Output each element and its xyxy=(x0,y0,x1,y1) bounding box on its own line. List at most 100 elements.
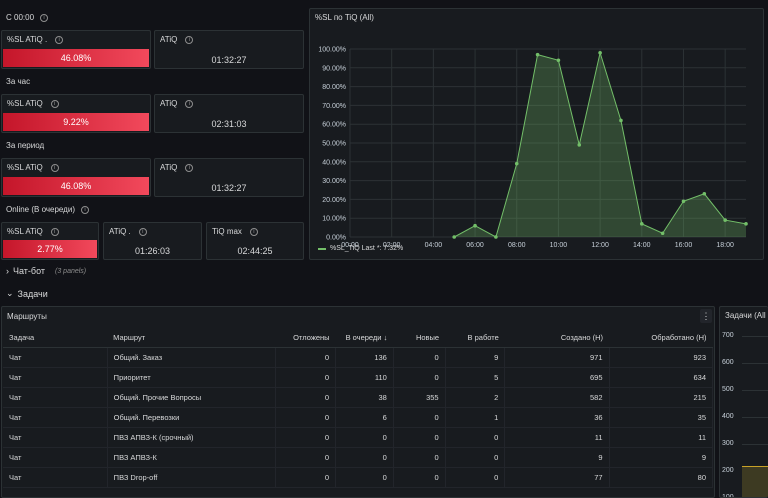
column-header[interactable]: В работе xyxy=(445,328,505,348)
column-header[interactable]: Отложены xyxy=(275,328,336,348)
series-area xyxy=(454,52,746,238)
side-y-tick-label: 500 xyxy=(722,386,734,393)
info-icon[interactable]: i xyxy=(50,163,59,172)
column-header[interactable]: Создано (Н) xyxy=(504,328,610,348)
info-icon[interactable]: i xyxy=(50,99,59,108)
table-row[interactable]: Чат ПВЗ АПВЗ-К (срочный) 0 0 0 0 11 11 xyxy=(3,427,714,448)
data-point[interactable] xyxy=(639,222,644,226)
info-icon[interactable]: i xyxy=(40,13,49,22)
table-cell: 5 xyxy=(445,367,506,388)
x-tick-label: 12:00 xyxy=(591,242,609,249)
side-y-tick-label: 200 xyxy=(722,467,734,474)
table-row[interactable]: Чат Приоритет 0 110 0 5 695 634 xyxy=(3,367,714,388)
data-point[interactable] xyxy=(473,223,477,228)
info-icon[interactable]: i xyxy=(249,227,258,236)
table-cell: 0 xyxy=(445,467,506,488)
chart-grid xyxy=(349,48,746,238)
stat-panel-sl-online[interactable]: %SL ATiQ i 2.77% xyxy=(1,222,99,260)
legend-swatch xyxy=(318,247,326,250)
data-point[interactable] xyxy=(660,231,665,236)
table-cell: ПВЗ Drop-off xyxy=(107,467,277,488)
table-cell: 1 xyxy=(445,407,506,428)
table-cell: Чат xyxy=(3,367,108,388)
table-cell: Чат xyxy=(3,347,108,368)
table-row[interactable]: Чат Общий. Перевозки 0 6 0 1 36 35 xyxy=(3,407,714,428)
table-cell: 110 xyxy=(335,367,394,388)
side-grid-line xyxy=(742,390,768,391)
stat-panel-sl-hour[interactable]: %SL ATiQ i 9.22% xyxy=(1,94,151,133)
row-chatbot[interactable]: › Чат-бот (3 panels) xyxy=(6,266,86,276)
stat-panel-atiq-hour[interactable]: ATiQ i 02:31:03 xyxy=(154,94,304,133)
side-panel-tasks[interactable]: Задачи (All 700 600 500 400 300 200 100 xyxy=(719,306,768,498)
table-row[interactable]: Чат ПВЗ Drop-off 0 0 0 0 77 80 xyxy=(3,467,714,488)
table-cell: 923 xyxy=(609,347,714,368)
column-header[interactable]: Задача xyxy=(3,328,108,348)
table-cell: 0 xyxy=(335,427,394,448)
chart-legend[interactable]: %SL_TiQ Last *: 7.32% xyxy=(318,245,403,252)
y-tick-label: 100.00% xyxy=(318,47,346,54)
side-panel-title: Задачи (All xyxy=(725,311,766,320)
table-row[interactable]: Чат ПВЗ АПВЗ-К 0 0 0 0 9 9 xyxy=(3,447,714,468)
data-point[interactable] xyxy=(452,235,457,239)
table-panel-routes[interactable]: Маршруты ⋮ Задача Маршрут Отложены В очеред… xyxy=(1,306,715,498)
table-body: Чат Общий. Заказ 0 136 0 9 971 923 Чат Приоритет 0… xyxy=(3,347,714,488)
table-cell: 0 xyxy=(393,447,446,468)
sl-tiq-chart[interactable]: 0.00% 10.00% 20.00% 30.00% 40.00% 50.00% 60.00… xyxy=(310,9,765,261)
chevron-right-icon: › xyxy=(6,266,9,276)
chart-panel-sl-tiq[interactable]: %SL по TiQ (All) 0.00% 10.00% 20.00% 30.00%… xyxy=(309,8,764,260)
table-cell: 355 xyxy=(393,387,446,408)
x-tick-label: 10:00 xyxy=(550,242,568,249)
data-point[interactable] xyxy=(681,199,686,204)
table-cell: Чат xyxy=(3,467,108,488)
stat-panel-atiq-online[interactable]: ATiQ .i 01:26:03 xyxy=(103,222,202,260)
routes-table: Задача Маршрут Отложены В очереди ↓ Новые В р… xyxy=(3,328,714,488)
table-cell: 0 xyxy=(445,427,506,448)
table-cell: 0 xyxy=(275,367,337,388)
table-cell: 38 xyxy=(335,387,394,408)
side-area-fill xyxy=(742,466,768,497)
table-cell: 136 xyxy=(335,347,394,368)
info-icon[interactable]: i xyxy=(50,227,59,236)
stat-panel-tiq-max-online[interactable]: TiQ max i 02:44:25 xyxy=(206,222,304,260)
stat-panel-sl-period[interactable]: %SL ATiQ i 46.08% xyxy=(1,158,151,197)
info-icon[interactable]: i xyxy=(185,35,194,44)
x-tick-label: 08:00 xyxy=(508,242,526,249)
table-cell: 35 xyxy=(609,407,714,428)
table-cell: Общий. Прочие Вопросы xyxy=(107,387,277,408)
column-header[interactable]: Маршрут xyxy=(107,328,276,348)
x-tick-label: 06:00 xyxy=(466,242,484,249)
table-cell: 582 xyxy=(504,387,610,408)
data-point[interactable] xyxy=(494,235,498,239)
data-point[interactable] xyxy=(577,143,582,147)
info-icon[interactable]: i xyxy=(185,163,194,172)
column-header[interactable]: В очереди ↓ xyxy=(335,328,394,348)
stat-panel-atiq-since-midnight[interactable]: ATiQ i 01:32:27 xyxy=(154,30,304,69)
data-point[interactable] xyxy=(702,191,707,196)
data-point[interactable] xyxy=(598,50,602,55)
column-header[interactable]: Новые xyxy=(393,328,446,348)
stat-panel-atiq-period[interactable]: ATiQ i 01:32:27 xyxy=(154,158,304,197)
table-cell: 0 xyxy=(275,467,337,488)
info-icon[interactable]: i xyxy=(55,35,64,44)
data-point[interactable] xyxy=(744,222,748,226)
row-tasks[interactable]: ⌄ Задачи xyxy=(6,288,48,299)
info-icon[interactable]: i xyxy=(185,99,194,108)
panel-title: ATiQ i xyxy=(160,99,194,108)
column-header[interactable]: Обработано (Н) xyxy=(609,328,713,348)
panel-menu-icon[interactable]: ⋮ xyxy=(700,309,712,323)
data-point[interactable] xyxy=(535,52,540,57)
data-point[interactable] xyxy=(619,118,623,123)
y-tick-label: 50.00% xyxy=(322,141,346,148)
data-point[interactable] xyxy=(723,218,727,222)
table-row[interactable]: Чат Общий. Заказ 0 136 0 9 971 923 xyxy=(3,347,714,368)
data-point[interactable] xyxy=(556,58,561,63)
data-point[interactable] xyxy=(514,161,519,166)
info-icon[interactable]: i xyxy=(80,205,89,214)
x-axis-ticks: 00:00 02:00 04:00 06:00 08:00 10:00 12:00 14:00… xyxy=(341,242,734,249)
info-icon[interactable]: i xyxy=(138,227,147,236)
stat-value: 02:31:03 xyxy=(211,119,247,129)
section-title-online: Online (В очереди) i xyxy=(6,205,89,214)
table-row[interactable]: Чат Общий. Прочие Вопросы 0 38 355 2 582 215 xyxy=(3,387,714,408)
stat-panel-sl-since-midnight[interactable]: %SL ATiQ .i 46.08% xyxy=(1,30,151,69)
panel-title: %SL ATiQ i xyxy=(7,227,59,236)
